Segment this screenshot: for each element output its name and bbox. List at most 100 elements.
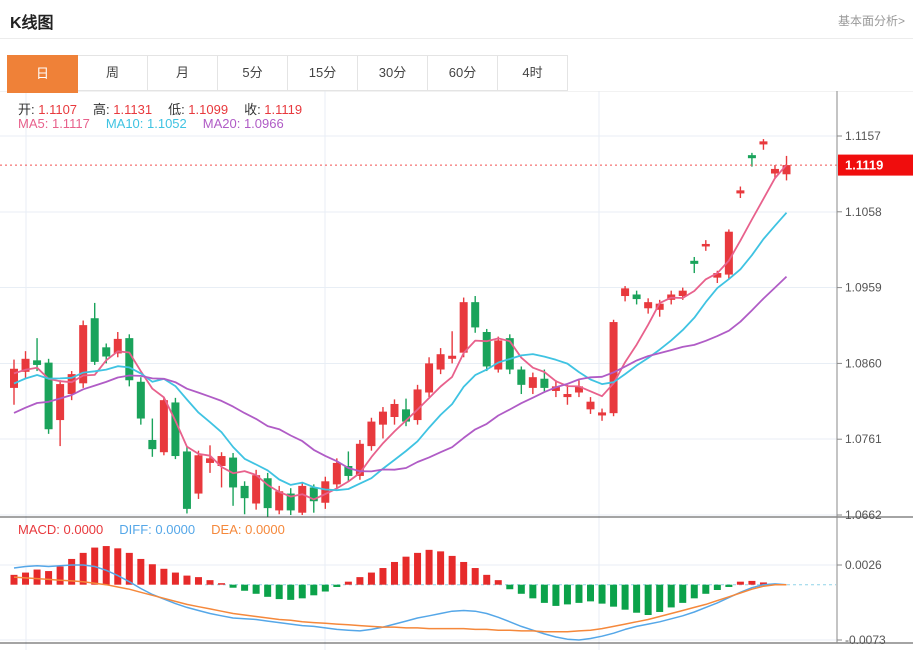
macd-bar	[264, 584, 272, 597]
fundamental-analysis-link[interactable]: 基本面分析>	[837, 14, 905, 28]
macd-bar	[506, 584, 514, 590]
candle-body	[759, 141, 768, 145]
candle-body	[644, 302, 653, 309]
candle-body	[33, 360, 42, 365]
ohlc-high: 高: 1.1131	[93, 102, 153, 117]
macd-bar	[218, 583, 226, 585]
candle-body	[44, 362, 53, 430]
macd-bar	[252, 584, 260, 594]
candle-body	[332, 462, 341, 485]
candle-body	[159, 400, 168, 453]
macd-macd: MACD: 0.0000	[18, 522, 104, 537]
candle-body	[551, 386, 560, 391]
tab-m5[interactable]: 5分	[217, 55, 288, 91]
candle-body	[367, 421, 376, 447]
candle-body	[528, 377, 537, 388]
candle-body	[402, 409, 411, 422]
price-axis-label: 1.0860	[845, 356, 882, 370]
candle-body	[517, 369, 526, 385]
macd-bar	[137, 558, 145, 585]
current-price-marker-box	[838, 154, 913, 176]
candle-body	[632, 294, 641, 300]
macd-bar	[171, 572, 179, 585]
macd-bar	[759, 582, 767, 585]
candle-body	[275, 491, 284, 511]
tab-week[interactable]: 周	[77, 55, 148, 91]
macd-bar	[494, 580, 502, 585]
candle-body	[321, 481, 330, 503]
macd-bar	[552, 584, 560, 606]
ohlc-low: 低: 1.1099	[168, 102, 229, 117]
macd-bar	[367, 572, 375, 585]
ma5-line	[13, 164, 788, 501]
macd-bar	[713, 584, 721, 590]
macd-bar	[483, 574, 491, 585]
page-title: K线图	[10, 15, 54, 32]
macd-bar	[102, 546, 110, 585]
candle-body	[390, 403, 399, 417]
macd-bar	[183, 575, 191, 585]
macd-bar	[241, 584, 249, 591]
candle-body	[344, 465, 353, 476]
tab-m30[interactable]: 30分	[357, 55, 428, 91]
candle-body	[309, 487, 318, 502]
candle-body	[678, 290, 687, 297]
macd-bar	[125, 552, 133, 585]
candle-body	[448, 355, 457, 359]
candle-body	[609, 322, 618, 414]
tab-day[interactable]: 日	[7, 55, 78, 93]
candle-body	[90, 318, 99, 362]
macd-bar	[517, 584, 525, 594]
price-axis-label: 1.0662	[845, 508, 882, 522]
tab-h4[interactable]: 4时	[497, 55, 568, 91]
candle-body	[482, 332, 491, 367]
candle-body	[425, 363, 434, 393]
candle-body	[67, 374, 76, 395]
tab-month[interactable]: 月	[147, 55, 218, 91]
macd-bar	[610, 584, 618, 607]
candle-body	[79, 325, 88, 384]
macd-bar	[725, 584, 733, 587]
macd-bar	[425, 549, 433, 585]
ma-ma5: MA5: 1.1117	[18, 116, 90, 131]
candlesticks	[10, 139, 791, 517]
candle-body	[217, 456, 226, 466]
candle-body	[298, 485, 307, 513]
macd-bar	[310, 584, 318, 596]
macd-bar	[298, 584, 306, 599]
macd-bar	[402, 556, 410, 585]
macd-bar	[667, 584, 675, 608]
ohlc-info-row: 开: 1.1107 高: 1.1131 低: 1.1099 收: 1.1119	[18, 99, 318, 118]
macd-bar	[79, 552, 87, 585]
candle-body	[574, 386, 583, 393]
tab-m15[interactable]: 15分	[287, 55, 358, 91]
current-price-marker: 1.1119	[838, 154, 913, 176]
macd-bar	[148, 564, 156, 585]
candle-body	[378, 411, 387, 425]
candle-body	[505, 338, 514, 370]
kline-chart-canvas[interactable]: 1.1157 1.1058 1.0959 1.0860 1.0761 1.0662 0.00…	[0, 91, 913, 655]
macd-bar	[644, 584, 652, 615]
candle-body	[459, 302, 468, 353]
candle-body	[102, 347, 111, 357]
macd-bar	[621, 584, 629, 610]
macd-info-row: MACD: 0.0000 DIFF: 0.0000 DEA: 0.0000	[18, 522, 301, 537]
candle-body	[701, 243, 710, 247]
candle-body	[148, 439, 157, 450]
macd-bar	[448, 555, 456, 585]
candle-body	[182, 451, 191, 509]
macd-bar	[633, 584, 641, 613]
macd-bar	[656, 584, 664, 612]
tab-m60[interactable]: 60分	[427, 55, 498, 91]
candle-body	[136, 381, 145, 419]
dea-line	[13, 576, 787, 633]
ma-info-row: MA5: 1.1117 MA10: 1.1052 MA20: 1.0966	[18, 116, 300, 131]
macd-bar	[679, 584, 687, 603]
macd-diff: DIFF: 0.0000	[119, 522, 196, 537]
candle-body	[621, 288, 630, 297]
candle-body	[724, 231, 733, 275]
candle-body	[240, 485, 249, 499]
candle-body	[736, 190, 745, 194]
macd-bar	[356, 577, 364, 585]
